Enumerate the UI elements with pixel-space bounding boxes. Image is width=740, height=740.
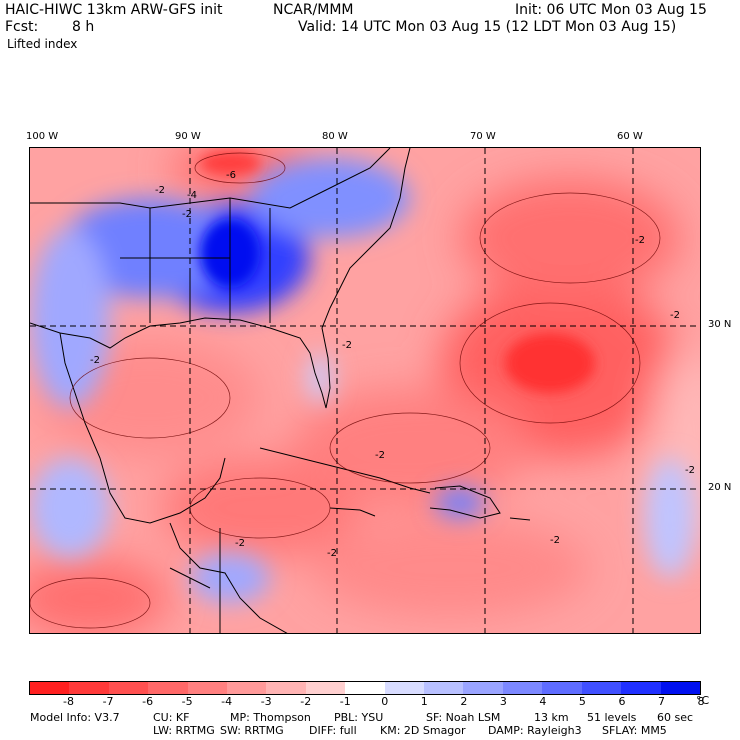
model-title: HAIC-HIWC 13km ARW-GFS init [5,2,223,18]
coastlines [30,148,531,633]
footer-model-info: Model Info: V3.7 [30,711,120,724]
colorbar-tick-label: 6 [618,695,626,708]
footer-mp: MP: Thompson [230,711,311,724]
footer-sw: SW: RRTMG [220,724,284,737]
contour-label: -2 [155,185,165,196]
footer-levels: 51 levels [587,711,637,724]
contour-label: -6 [226,170,236,181]
colorbar-swatch [463,682,503,694]
contour-label: -2 [342,340,352,351]
colorbar-swatch [30,682,70,694]
init-time: Init: 06 UTC Mon 03 Aug 15 [515,2,707,18]
footer-diff: DIFF: full [309,724,357,737]
footer-lw: LW: RRTMG [153,724,215,737]
colorbar-swatch [542,682,582,694]
footer-sflay: SFLAY: MM5 [602,724,667,737]
footer-pbl: PBL: YSU [334,711,384,724]
footer-resolution: 13 km [534,711,569,724]
forecast-label: Fcst: [5,19,39,35]
valid-time: Valid: 14 UTC Mon 03 Aug 15 (12 LDT Mon … [298,19,677,35]
colorbar-swatch [305,682,346,694]
forecast-hour: 8 h [72,19,95,35]
colorbar-swatch [424,682,464,694]
colorbar-tick-label: 7 [657,695,665,708]
lon-label-80w: 80 W [322,131,348,142]
colorbar-swatch [384,682,425,694]
contour-label: -2 [375,450,385,461]
colorbar-tick-label: -3 [260,695,272,708]
colorbar-swatch [345,682,385,694]
colorbar-swatch [227,682,267,694]
lat-lon-grid [30,148,700,633]
colorbar-swatch [187,682,228,694]
lon-label-70w: 70 W [470,131,496,142]
colorbar-swatch [581,682,622,694]
colorbar-swatch [69,682,109,694]
map-canvas: -2 -4 -6 -2 -2 -2 -2 -2 -2 -2 -2 -2 -2 [30,148,700,633]
colorbar-tick-label: -4 [221,695,233,708]
lat-label-30n: 30 N [708,319,732,330]
colorbar-unit: °C [696,694,710,707]
contour-label: -2 [670,310,680,321]
lon-label-60w: 60 W [617,131,643,142]
lon-label-100w: 100 W [26,131,59,142]
colorbar-tick-label: 0 [381,695,389,708]
contour-lines [30,152,661,629]
footer-cu: CU: KF [153,711,190,724]
organization-label: NCAR/MMM [273,2,354,18]
colorbar-tick-label: 2 [460,695,468,708]
colorbar-tick-label: -2 [300,695,312,708]
colorbar-tick-label: -1 [339,695,351,708]
colorbar-tick-label: -6 [142,695,154,708]
colorbar [29,681,701,695]
colorbar-swatch [621,682,661,694]
field-name: Lifted index [7,37,78,51]
contour-label: -2 [327,548,337,559]
contour-label: -2 [182,209,192,220]
colorbar-tick-label: 4 [539,695,547,708]
contour-label: -2 [235,538,245,549]
contour-label: -2 [635,235,645,246]
contour-label: -2 [90,355,100,366]
colorbar-tick-label: 3 [499,695,507,708]
footer-damp: DAMP: Rayleigh3 [488,724,582,737]
lifted-index-map: -2 -4 -6 -2 -2 -2 -2 -2 -2 -2 -2 -2 -2 [29,147,701,634]
contour-label: -4 [187,190,197,201]
colorbar-swatch [108,682,149,694]
colorbar-tick-label: 1 [420,695,428,708]
contour-label: -2 [685,465,695,476]
footer-sf: SF: Noah LSM [426,711,501,724]
colorbar-tick-label: 5 [578,695,586,708]
colorbar-tick-label: 8 [697,695,705,708]
lon-label-90w: 90 W [175,131,201,142]
colorbar-swatch [660,682,700,694]
colorbar-tick-label: -8 [63,695,74,708]
colorbar-tick-label: -5 [181,695,193,708]
footer-timestep: 60 sec [657,711,694,724]
lat-label-20n: 20 N [708,482,732,493]
contour-label: -2 [550,535,560,546]
colorbar-swatch [266,682,306,694]
colorbar-swatch [502,682,543,694]
colorbar-tick-label: -7 [102,695,114,708]
colorbar-swatch [148,682,188,694]
footer-km: KM: 2D Smagor [380,724,466,737]
